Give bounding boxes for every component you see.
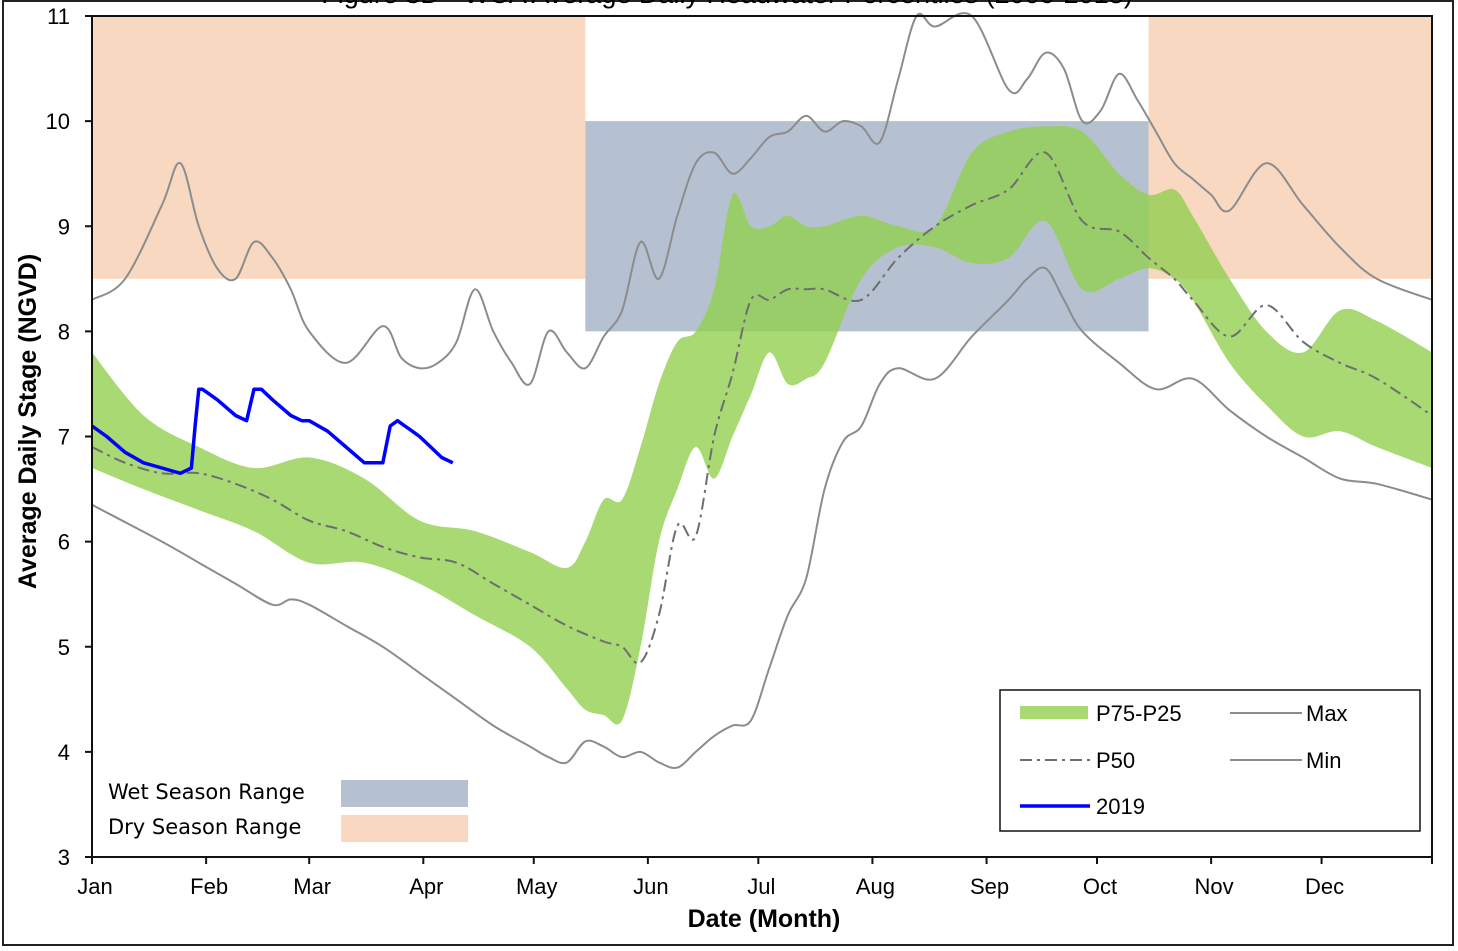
wet-season-swatch (341, 780, 468, 807)
chart-title: Figure 3D - WCA Average Daily Headwater … (321, 0, 1132, 9)
legend-swatch-p75-p25 (1020, 706, 1088, 719)
x-tick-label: Apr (409, 874, 443, 899)
y-tick-label: 4 (58, 740, 70, 765)
min-line (91, 266, 1433, 769)
p50-line (91, 151, 1433, 665)
p75-p25-band (92, 125, 1432, 725)
x-tick-label: Nov (1195, 874, 1234, 899)
legend: P75-P25 Max P50 Min 2019 (999, 689, 1421, 832)
max-line (91, 12, 1433, 386)
x-tick-label: Mar (293, 874, 331, 899)
x-tick-label: Sep (970, 874, 1009, 899)
axes: 3 4 5 6 7 8 9 10 11 Jan Feb Mar Apr May Jun Jul Aug Sep Oc… (46, 4, 1433, 899)
season-legend: Wet Season Range Dry Season Range (108, 780, 468, 842)
dry-season-range-early (92, 16, 586, 279)
percentile-band (92, 125, 1432, 725)
y-tick-label: 3 (58, 845, 70, 870)
legend-label-min: Min (1306, 748, 1341, 773)
legend-label-max: Max (1306, 701, 1348, 726)
y-tick-label: 8 (58, 319, 70, 344)
x-tick-label: Aug (856, 874, 895, 899)
x-tick-label: Jan (77, 874, 112, 899)
series-lines (90, 12, 1433, 769)
y-tick-label: 9 (58, 214, 70, 239)
legend-label-p75-p25: P75-P25 (1096, 701, 1182, 726)
x-tick-label: Jul (747, 874, 775, 899)
y-tick-label: 11 (47, 4, 70, 29)
x-tick-label: Dec (1305, 874, 1344, 899)
y-tick-label: 5 (58, 635, 70, 660)
y-axis-title: Average Daily Stage (NGVD) (14, 254, 42, 589)
dry-season-legend-label: Dry Season Range (108, 815, 301, 839)
y-tick-label: 6 (58, 530, 70, 555)
y-tick-label: 10 (46, 109, 70, 134)
y-tick-label: 7 (58, 425, 70, 450)
x-axis-title: Date (Month) (688, 905, 841, 933)
legend-label-p50: P50 (1096, 748, 1135, 773)
x-tick-label: May (516, 874, 558, 899)
wet-season-legend-label: Wet Season Range (108, 780, 305, 804)
x-tick-label: Jun (633, 874, 668, 899)
legend-label-2019: 2019 (1096, 794, 1145, 819)
x-tick-label: Feb (190, 874, 228, 899)
series-2019-line (90, 387, 454, 476)
dry-season-swatch (341, 815, 468, 842)
x-tick-label: Oct (1083, 874, 1117, 899)
